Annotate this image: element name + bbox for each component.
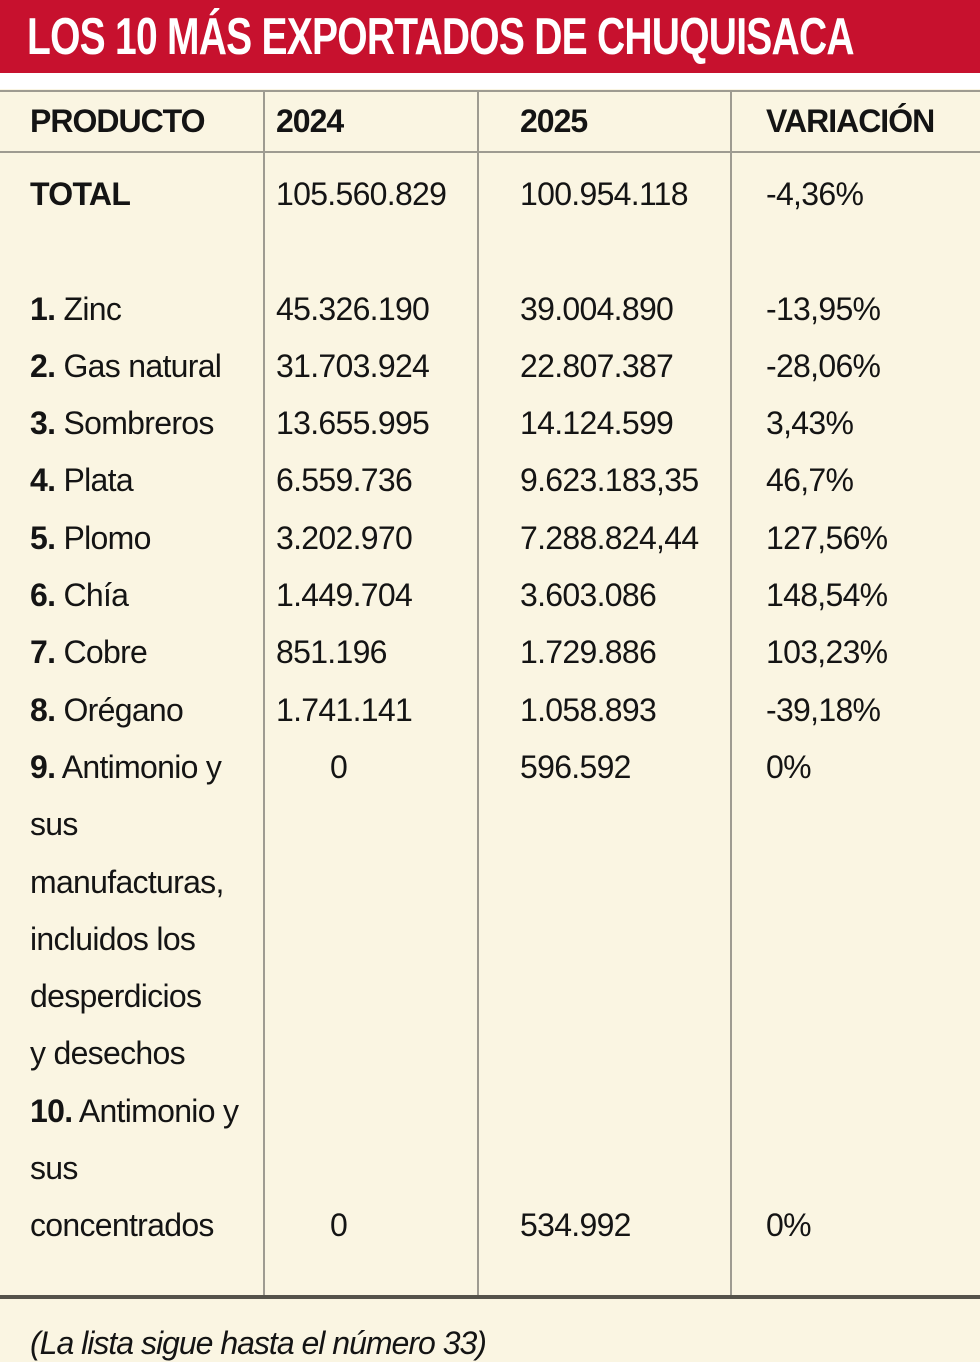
variation-cell: -28,06% [766, 347, 881, 384]
product-cell: 1. Zinc [0, 281, 263, 338]
product-name: Chía [55, 577, 129, 614]
row-spacer [0, 223, 980, 280]
variation-cell: -4,36% [766, 176, 864, 212]
column-divider [477, 90, 479, 1299]
value-2025-cell: 534.992 [520, 1207, 631, 1244]
title-band: LOS 10 MÁS EXPORTADOS DE CHUQUISACA [0, 0, 980, 73]
product-rank: 10. [30, 1092, 73, 1129]
value-2025-cell: 1.729.886 [520, 634, 657, 671]
table-row: 3. Sombreros 13.655.995 14.124.599 3,43% [0, 395, 980, 452]
value-2024-cell: 0 [330, 748, 348, 785]
value-2025-cell: 7.288.824,44 [520, 519, 699, 556]
variation-cell: 0% [766, 1207, 812, 1244]
variation-cell: 0% [766, 748, 812, 785]
value-2024-cell: 3.202.970 [276, 519, 413, 556]
product-cell: 3. Sombreros [0, 395, 263, 452]
table-row-total: TOTAL 105.560.829 100.954.118 -4,36% [0, 166, 980, 223]
column-divider [730, 90, 732, 1299]
value-2025-cell: 596.592 [520, 748, 631, 785]
value-2025-cell: 39.004.890 [520, 290, 674, 327]
product-rank: 4. [30, 462, 56, 499]
column-header-producto: PRODUCTO [30, 102, 206, 139]
variation-cell: 103,23% [766, 634, 888, 671]
product-cell: 9. Antimonio y sus manufacturas, incluid… [0, 739, 263, 1083]
product-cell: 6. Chía [0, 567, 263, 624]
variation-cell: -39,18% [766, 691, 881, 728]
page-title: LOS 10 MÁS EXPORTADOS DE CHUQUISACA [27, 7, 855, 66]
product-cell: 8. Orégano [0, 682, 263, 739]
product-rank: 7. [30, 634, 56, 671]
product-rank: 3. [30, 405, 56, 442]
value-2024-cell: 13.655.995 [276, 405, 430, 442]
value-2025-cell: 9.623.183,35 [520, 462, 699, 499]
variation-cell: 3,43% [766, 405, 854, 442]
product-name: Antimonio y sus concentrados [30, 1092, 239, 1244]
table-header-row: PRODUCTO 2024 2025 VARIACIÓN [0, 90, 980, 153]
product-name: Zinc [55, 290, 122, 327]
value-2025-cell: 100.954.118 [520, 176, 689, 212]
product-name: Antimonio y sus manufacturas, incluidos … [30, 748, 224, 1072]
value-2025-cell: 3.603.086 [520, 577, 657, 614]
column-divider [263, 90, 265, 1299]
product-name: Cobre [55, 634, 148, 671]
product-rank: 6. [30, 577, 56, 614]
product-cell: 5. Plomo [0, 510, 263, 567]
product-rank: 8. [30, 691, 56, 728]
table-row: 10. Antimonio y sus concentrados 0 534.9… [0, 1083, 980, 1255]
value-2024-cell: 31.703.924 [276, 347, 430, 384]
table-body: TOTAL 105.560.829 100.954.118 -4,36% 1. … [0, 153, 980, 1299]
product-rank: 1. [30, 290, 56, 327]
value-2024-cell: 105.560.829 [276, 176, 447, 212]
variation-cell: 46,7% [766, 462, 854, 499]
divider-strip [0, 73, 980, 89]
product-cell: TOTAL [0, 166, 263, 223]
product-rank: 2. [30, 347, 56, 384]
column-header-variacion: VARIACIÓN [766, 102, 935, 139]
product-cell: 7. Cobre [0, 624, 263, 681]
product-cell: 10. Antimonio y sus concentrados [0, 1083, 263, 1255]
product-name: Plata [55, 462, 133, 499]
product-name: Sombreros [55, 405, 214, 442]
value-2025-cell: 1.058.893 [520, 691, 657, 728]
product-name: Plomo [55, 519, 151, 556]
exports-table: PRODUCTO 2024 2025 VARIACIÓN TOTAL 105.5… [0, 90, 980, 1299]
value-2024-cell: 0 [330, 1207, 348, 1244]
value-2025-cell: 22.807.387 [520, 347, 674, 384]
product-rank: 5. [30, 519, 56, 556]
product-name: Gas natural [55, 347, 222, 384]
product-name: Orégano [55, 691, 184, 728]
value-2024-cell: 1.449.704 [276, 577, 413, 614]
value-2024-cell: 45.326.190 [276, 290, 430, 327]
variation-cell: 148,54% [766, 577, 888, 614]
table-row: 9. Antimonio y sus manufacturas, incluid… [0, 739, 980, 1083]
value-2024-cell: 851.196 [276, 634, 387, 671]
column-header-2024: 2024 [276, 102, 344, 139]
table-row: 5. Plomo 3.202.970 7.288.824,44 127,56% [0, 510, 980, 567]
column-header-2025: 2025 [520, 102, 588, 139]
product-name: TOTAL [30, 176, 131, 212]
table-row: 1. Zinc 45.326.190 39.004.890 -13,95% [0, 281, 980, 338]
product-rank: 9. [30, 748, 56, 785]
variation-cell: 127,56% [766, 519, 888, 556]
value-2024-cell: 6.559.736 [276, 462, 413, 499]
product-cell: 4. Plata [0, 452, 263, 509]
value-2024-cell: 1.741.141 [276, 691, 413, 728]
table-row: 7. Cobre 851.196 1.729.886 103,23% [0, 624, 980, 681]
table-row: 2. Gas natural 31.703.924 22.807.387 -28… [0, 338, 980, 395]
table-row: 8. Orégano 1.741.141 1.058.893 -39,18% [0, 682, 980, 739]
variation-cell: -13,95% [766, 290, 881, 327]
table-row: 6. Chía 1.449.704 3.603.086 148,54% [0, 567, 980, 624]
table-row: 4. Plata 6.559.736 9.623.183,35 46,7% [0, 452, 980, 509]
list-continues-note: (La lista sigue hasta el número 33) [30, 1324, 487, 1361]
product-cell: 2. Gas natural [0, 338, 263, 395]
value-2025-cell: 14.124.599 [520, 405, 674, 442]
